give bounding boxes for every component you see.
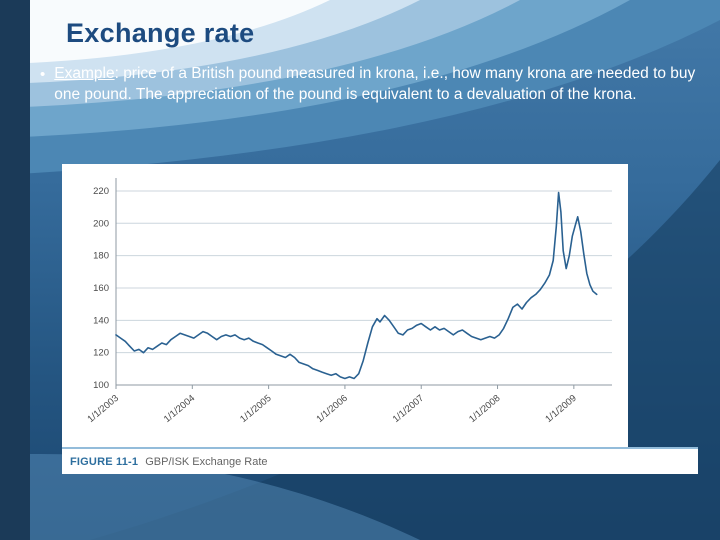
y-tick-label: 220 [93, 186, 109, 197]
x-tick-label: 1/1/2006 [314, 393, 349, 425]
x-tick-label: 1/1/2008 [467, 393, 502, 425]
bullet-item: • Example: price of a British pound meas… [40, 64, 702, 106]
slide-title: Exchange rate [66, 18, 255, 48]
y-tick-label: 160 [93, 283, 109, 294]
left-accent-bar [0, 0, 30, 540]
chart-figure: 100 120 140 160 180 200 220 1/1/2003 1/1/2004 1/1… [62, 164, 628, 447]
x-tick-label: 1/1/2007 [391, 393, 426, 425]
bullet-rest: : price of a British pound measured in k… [54, 65, 696, 103]
figure-label: FIGURE 11-1 [70, 455, 139, 468]
y-tick-label: 180 [93, 251, 109, 262]
x-tick-label: 1/1/2003 [86, 393, 121, 425]
bullet-glyph: • [40, 66, 46, 83]
x-tick-label: 1/1/2009 [543, 393, 578, 425]
x-tick-label: 1/1/2005 [238, 393, 273, 425]
bullet-text: Example: price of a British pound measur… [54, 64, 702, 106]
figure-caption-strip: FIGURE 11-1 GBP/ISK Exchange Rate [62, 447, 698, 474]
x-tick-label: 1/1/2004 [162, 393, 197, 425]
y-tick-label: 120 [93, 348, 109, 359]
exchange-rate-line [115, 191, 598, 380]
y-tick-label: 100 [93, 380, 109, 391]
chart-svg: 100 120 140 160 180 200 220 1/1/2003 1/1/2004 1/1… [86, 178, 612, 425]
y-tick-label: 140 [93, 315, 109, 326]
bullet-lead-underlined: Example [54, 65, 115, 82]
figure-caption: GBP/ISK Exchange Rate [145, 455, 268, 468]
y-tick-label: 200 [93, 218, 109, 229]
